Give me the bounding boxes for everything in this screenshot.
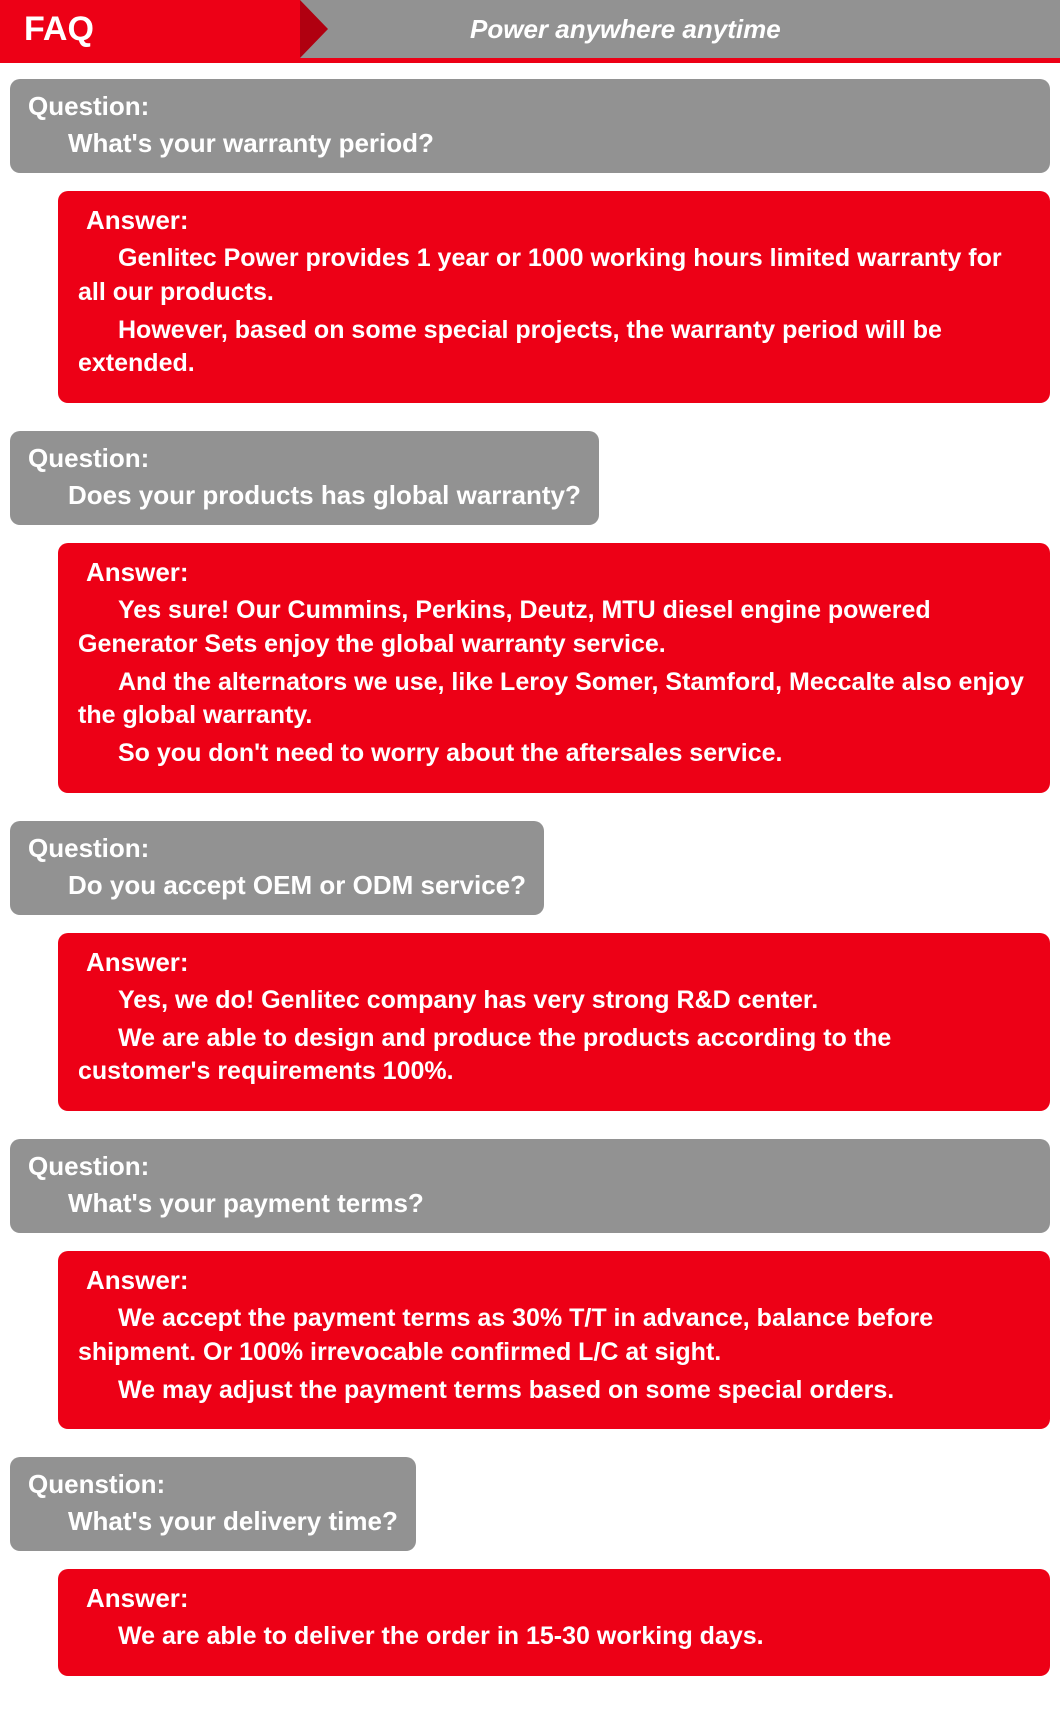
answer-paragraph: We accept the payment terms as 30% T/T i… [78, 1302, 1030, 1370]
answer-text: We are able to deliver the order in 15-3… [78, 1620, 1030, 1654]
answer: Answer: Yes, we do! Genlitec company has … [58, 933, 1050, 1111]
question-text: Do you accept OEM or ODM service? [28, 870, 526, 901]
qa-block: Question: Does your products has global w… [10, 431, 1050, 793]
answer-paragraph: Yes, we do! Genlitec company has very st… [78, 984, 1030, 1018]
qa-block: Quenstion: What's your delivery time? Answ… [10, 1457, 1050, 1676]
answer-paragraph: Genlitec Power provides 1 year or 1000 w… [78, 242, 1030, 310]
header-title: FAQ [0, 0, 300, 58]
header-tagline: Power anywhere anytime [300, 0, 1060, 58]
answer-label: Answer: [78, 947, 1030, 978]
question: Quenstion: What's your delivery time? [10, 1457, 416, 1551]
answer-text: Yes sure! Our Cummins, Perkins, Deutz, M… [78, 594, 1030, 771]
answer-label: Answer: [78, 1583, 1030, 1614]
answer-paragraph: We are able to design and produce the pr… [78, 1022, 1030, 1090]
answer-paragraph: However, based on some special projects,… [78, 314, 1030, 382]
answer-label: Answer: [78, 557, 1030, 588]
answer-paragraph: Yes sure! Our Cummins, Perkins, Deutz, M… [78, 594, 1030, 662]
answer-text: Yes, we do! Genlitec company has very st… [78, 984, 1030, 1089]
answer: Answer: We accept the payment terms as 30… [58, 1251, 1050, 1429]
question: Question: What's your warranty period? [10, 79, 1050, 173]
question-text: What's your warranty period? [28, 128, 1032, 159]
header: FAQ Power anywhere anytime [0, 0, 1060, 58]
answer: Answer: Yes sure! Our Cummins, Perkins, D… [58, 543, 1050, 793]
question-text: Does your products has global warranty? [28, 480, 581, 511]
answer-paragraph: We are able to deliver the order in 15-3… [78, 1620, 1030, 1654]
question: Question: What's your payment terms? [10, 1139, 1050, 1233]
answer-paragraph: And the alternators we use, like Leroy S… [78, 666, 1030, 734]
question-text: What's your delivery time? [28, 1506, 398, 1537]
question-text: What's your payment terms? [28, 1188, 1032, 1219]
question-label: Quenstion: [28, 1469, 398, 1500]
answer: Answer: Genlitec Power provides 1 year or… [58, 191, 1050, 403]
answer-paragraph: So you don't need to worry about the aft… [78, 737, 1030, 771]
qa-block: Question: What's your payment terms? Answe… [10, 1139, 1050, 1429]
question-label: Question: [28, 833, 526, 864]
answer-label: Answer: [78, 1265, 1030, 1296]
answer-label: Answer: [78, 205, 1030, 236]
answer-text: Genlitec Power provides 1 year or 1000 w… [78, 242, 1030, 381]
question-label: Question: [28, 1151, 1032, 1182]
faq-content: Question: What's your warranty period? Ans… [0, 63, 1060, 1714]
answer-paragraph: We may adjust the payment terms based on… [78, 1374, 1030, 1408]
question: Question: Does your products has global w… [10, 431, 599, 525]
answer-text: We accept the payment terms as 30% T/T i… [78, 1302, 1030, 1407]
question-label: Question: [28, 91, 1032, 122]
question: Question: Do you accept OEM or ODM servic… [10, 821, 544, 915]
qa-block: Question: Do you accept OEM or ODM servic… [10, 821, 1050, 1111]
question-label: Question: [28, 443, 581, 474]
qa-block: Question: What's your warranty period? Ans… [10, 79, 1050, 403]
